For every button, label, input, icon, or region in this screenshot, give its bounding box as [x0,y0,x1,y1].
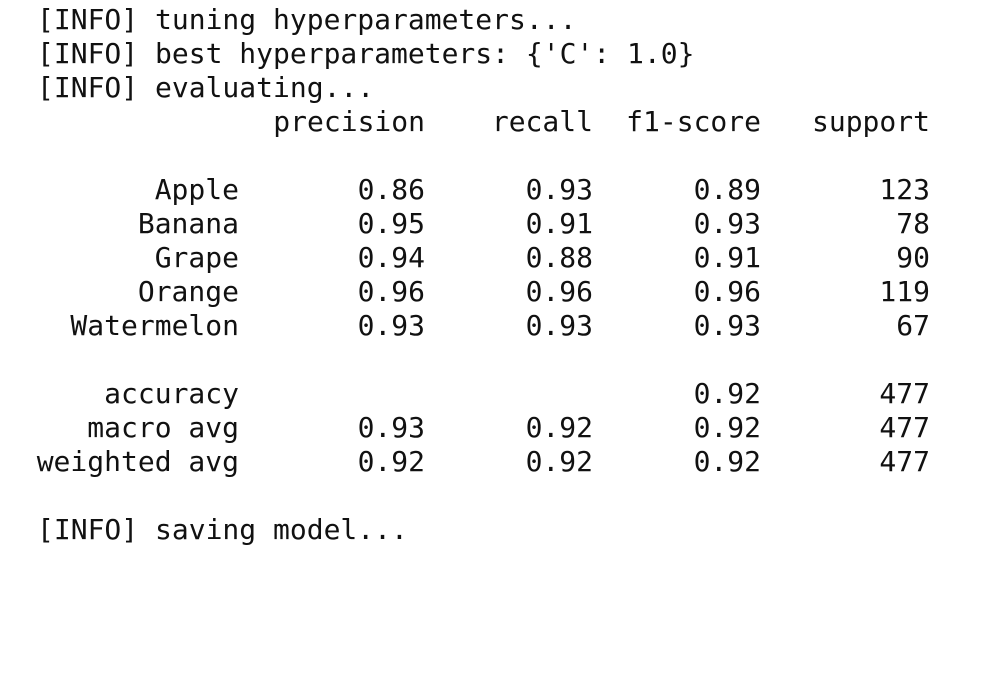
row-label: Watermelon [70,309,239,342]
report-row-banana: Banana 0.95 0.91 0.93 78 [0,207,982,241]
row-f1-score: 0.93 [693,309,761,342]
header-support: support [811,105,930,138]
row-precision: 0.96 [357,275,425,308]
row-support: 477 [879,377,930,410]
row-support: 67 [896,309,930,342]
log-line-tuning: [INFO] tuning hyperparameters... [37,3,577,36]
report-row-weighted-avg: weighted avg 0.92 0.92 0.92 477 [0,445,982,479]
row-precision: 0.92 [357,445,425,478]
report-row-grape: Grape 0.94 0.88 0.91 90 [0,241,982,275]
log-line-best-hyperparameters: [INFO] best hyperparameters: {'C': 1.0} [37,37,695,70]
row-recall: 0.91 [525,207,593,240]
row-f1-score: 0.91 [693,241,761,274]
row-f1-score: 0.92 [693,445,761,478]
row-label: weighted avg [36,445,239,478]
report-row-accuracy: accuracy 0.92 477 [0,377,982,411]
row-label: Apple [154,173,239,206]
row-f1-score: 0.92 [693,377,761,410]
row-label: Orange [137,275,239,308]
header-precision: precision [273,105,425,138]
report-row-orange: Orange 0.96 0.96 0.96 119 [0,275,982,309]
header-recall: recall [491,105,593,138]
report-row-watermelon: Watermelon 0.93 0.93 0.93 67 [0,309,982,343]
row-precision: 0.95 [357,207,425,240]
row-label: macro avg [87,411,239,444]
row-recall: 0.93 [525,309,593,342]
row-recall: 0.92 [525,445,593,478]
row-support: 90 [896,241,930,274]
row-label: Banana [137,207,239,240]
report-row-macro-avg: macro avg 0.93 0.92 0.92 477 [0,411,982,445]
row-f1-score: 0.89 [693,173,761,206]
terminal-output: [INFO] tuning hyperparameters... [INFO] … [0,3,982,548]
row-label: Grape [154,241,239,274]
row-f1-score: 0.93 [693,207,761,240]
row-label: accuracy [104,377,239,410]
row-f1-score: 0.96 [693,275,761,308]
row-recall: 0.93 [525,173,593,206]
row-precision: 0.94 [357,241,425,274]
blank-line [0,343,982,377]
blank-line [0,479,982,513]
row-precision: 0.93 [357,309,425,342]
report-row-apple: Apple 0.86 0.93 0.89 123 [0,173,982,207]
row-support: 123 [879,173,930,206]
row-precision: 0.93 [357,411,425,444]
row-recall: 0.88 [525,241,593,274]
row-support: 119 [879,275,930,308]
header-f1-score: f1-score [626,105,761,138]
row-f1-score: 0.92 [693,411,761,444]
report-header-row: precision recall f1-score support [0,105,982,139]
blank-line [0,139,982,173]
log-line-saving: [INFO] saving model... [37,513,408,546]
row-support: 477 [879,445,930,478]
row-precision: 0.86 [357,173,425,206]
row-support: 477 [879,411,930,444]
row-support: 78 [896,207,930,240]
row-recall: 0.96 [525,275,593,308]
log-line-evaluating: [INFO] evaluating... [37,71,375,104]
row-recall: 0.92 [525,411,593,444]
